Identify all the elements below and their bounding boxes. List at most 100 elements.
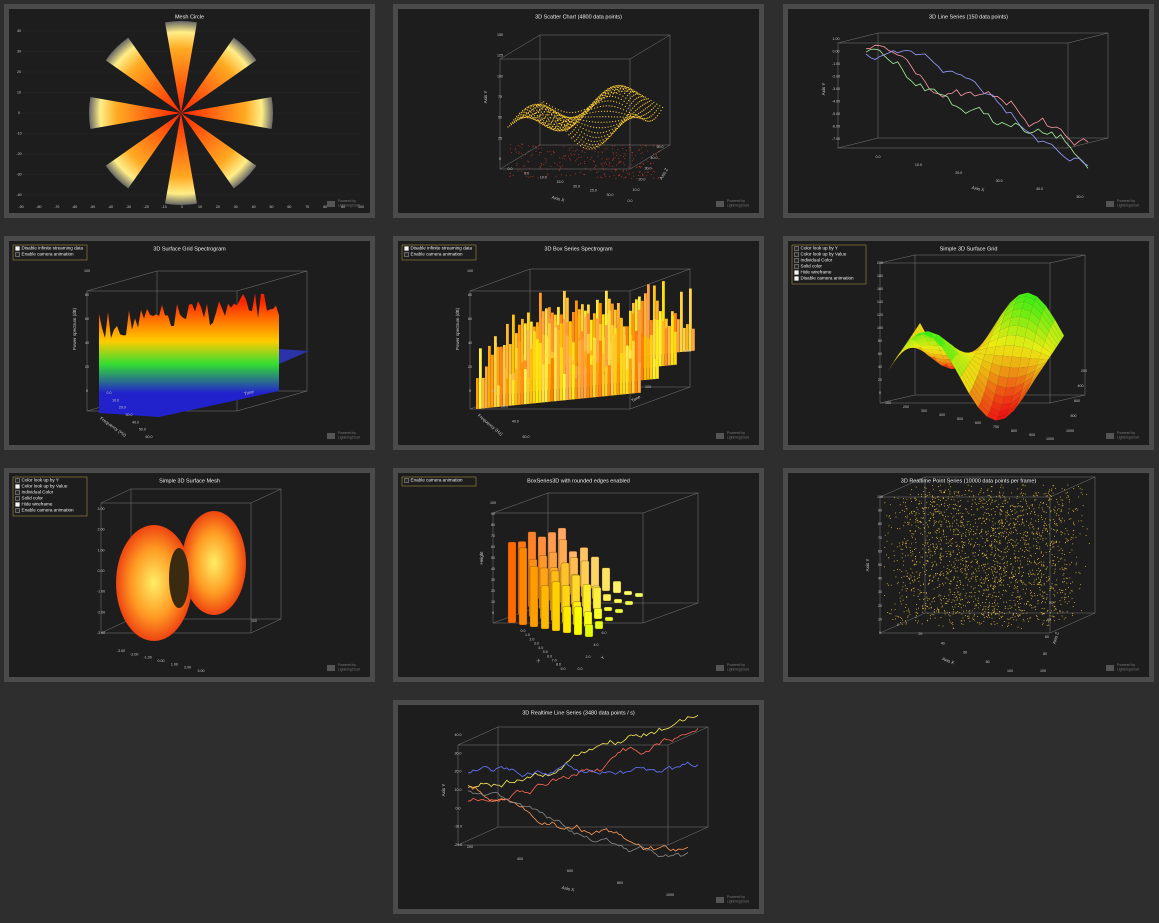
point (990, 535, 992, 537)
point (1074, 602, 1076, 604)
checkbox[interactable] (15, 478, 20, 483)
checkbox[interactable] (404, 246, 409, 251)
checkbox[interactable] (15, 484, 20, 489)
chart-panel[interactable]: 3D Line Series (150 data points) 1.00 0.00… (783, 4, 1154, 218)
checkbox[interactable] (794, 264, 799, 269)
scatter-point (597, 132, 599, 134)
point (970, 524, 972, 526)
point (994, 545, 996, 547)
scatter-point (589, 159, 591, 161)
chart-panel[interactable]: 3D Box Series Spectrogram 100 80 60 40 20 0 Pow… (393, 236, 764, 450)
point (1025, 588, 1027, 590)
point (962, 623, 964, 625)
point (949, 621, 951, 623)
rounded-box (602, 593, 612, 602)
checkbox[interactable] (794, 252, 799, 257)
scatter-point (618, 89, 620, 91)
point (1032, 526, 1034, 528)
surface (99, 293, 279, 417)
point (974, 568, 976, 570)
scatter-point (535, 112, 537, 114)
chart: 3D Realtime Line Series (3480 data point… (441, 710, 749, 903)
point (1006, 551, 1008, 553)
surface-cell (995, 310, 1006, 327)
point (935, 511, 937, 513)
point (929, 557, 931, 559)
point (998, 579, 1000, 581)
point (963, 620, 965, 622)
point (910, 574, 912, 576)
scatter-point (578, 164, 580, 166)
point (925, 507, 927, 509)
scatter-point (540, 106, 542, 108)
axis-title: Axis Z (658, 167, 669, 181)
checkbox[interactable] (404, 478, 409, 483)
point (1042, 554, 1044, 556)
tick-label: 100 (885, 401, 891, 405)
chart-panel[interactable]: BoxSeries3D with rounded edges enabled 10… (393, 468, 764, 682)
checkbox[interactable] (15, 246, 20, 251)
scatter-point (551, 128, 553, 130)
tick-label: 0.0 (578, 667, 583, 671)
checkbox[interactable] (15, 490, 20, 495)
chart-panel[interactable]: Mesh Circle 40 30 20 10 0 -10 -20 -30 -40 -90 -80 -7… (4, 4, 375, 218)
options-frame (791, 244, 867, 285)
checkbox[interactable] (794, 258, 799, 263)
point (948, 614, 950, 616)
scatter-point (627, 87, 630, 89)
scatter-point (650, 173, 652, 175)
scatter-point (581, 151, 583, 153)
point (993, 530, 995, 532)
point (998, 536, 1000, 538)
point (982, 537, 984, 539)
point (959, 525, 961, 527)
checkbox[interactable] (794, 246, 799, 251)
point (1012, 545, 1014, 547)
scatter-point (591, 157, 593, 159)
point (1045, 538, 1047, 540)
rounded-box (612, 581, 622, 594)
scatter-point (611, 86, 613, 88)
point (983, 498, 985, 500)
point (985, 531, 987, 533)
point (993, 570, 995, 572)
point (961, 623, 963, 625)
wireframe (86, 270, 158, 292)
checkbox[interactable] (15, 252, 20, 257)
checkbox[interactable] (15, 502, 20, 507)
point (1011, 571, 1013, 573)
checkbox[interactable] (794, 276, 799, 281)
checkbox[interactable] (404, 252, 409, 257)
point (1025, 584, 1027, 586)
chart-panel[interactable]: Simple 3D Surface Grid 200 180 160 140 120 100… (783, 236, 1154, 450)
point (915, 512, 917, 514)
tick-label: -10 (16, 131, 21, 135)
scatter-point (547, 106, 549, 108)
scatter-point (622, 162, 624, 164)
point (1053, 520, 1055, 522)
scatter-point (532, 104, 534, 106)
chart-panel[interactable]: 3D Realtime Point Series (10000 data poi… (783, 468, 1154, 682)
wireframe (1067, 137, 1109, 149)
checkbox[interactable] (15, 508, 20, 513)
chart-panel[interactable]: Simple 3D Surface Mesh 3.00 2.00 1.00 0.00 -1… (4, 468, 375, 682)
chart-panel[interactable]: 3D Scatter Chart (4800 data points) 150 12… (393, 4, 764, 218)
point (993, 539, 995, 541)
point (962, 584, 964, 586)
wireframe (236, 390, 308, 412)
point (947, 578, 949, 580)
scatter-point (540, 108, 543, 110)
checkbox[interactable] (794, 270, 799, 275)
spectrum-box (542, 364, 545, 403)
point (992, 589, 994, 591)
scatter-point (650, 157, 652, 159)
point (973, 595, 975, 597)
point (903, 575, 905, 577)
surface-cell (1051, 322, 1062, 342)
chart-panel[interactable]: 3D Realtime Line Series (3480 data point… (393, 700, 764, 914)
chart-panel[interactable]: 3D Surface Grid Spectrogram 100 80 60 40 20 0 P… (4, 236, 375, 450)
mesh-wedge (105, 37, 181, 113)
point (1000, 522, 1002, 524)
point (915, 615, 917, 617)
checkbox[interactable] (15, 496, 20, 501)
